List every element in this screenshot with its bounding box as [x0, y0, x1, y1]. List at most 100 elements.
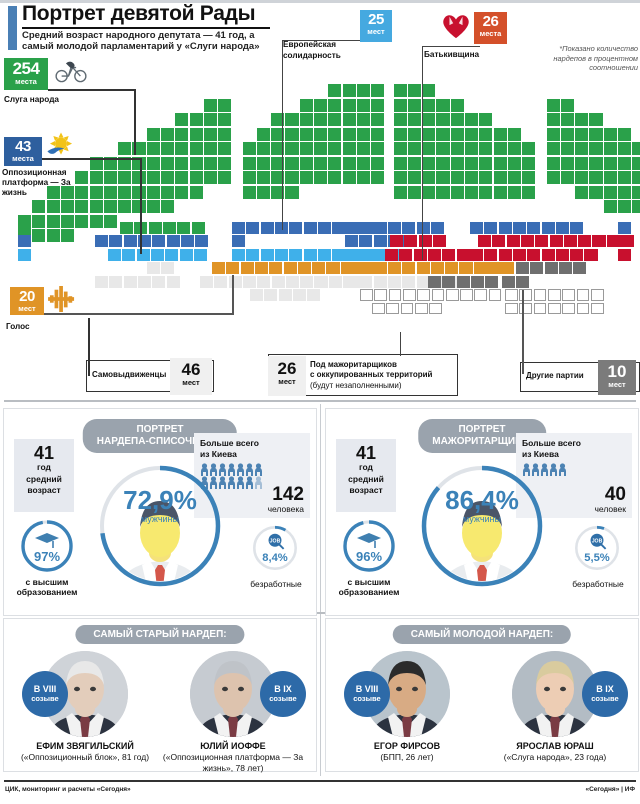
seat-cell	[488, 289, 502, 301]
seat-cell	[285, 275, 299, 288]
section-divider-mid2	[4, 612, 636, 614]
seat-cell	[299, 142, 313, 156]
callout-unit: мест	[608, 380, 626, 389]
seat-cell	[332, 221, 346, 234]
ring-chart: JOB 8,4%	[252, 525, 298, 571]
seat-cell	[75, 200, 89, 214]
person-icon	[210, 463, 217, 476]
seat-cell	[436, 127, 450, 141]
seat-cell	[618, 142, 632, 156]
seat-cell	[450, 171, 464, 185]
seat-cell	[152, 235, 166, 248]
seat-cell	[179, 248, 193, 261]
average-age-box: 41 год средний возраст	[14, 439, 74, 512]
seat-cell	[132, 142, 146, 156]
age-value: 41	[355, 443, 377, 463]
seat-cell	[393, 113, 407, 127]
seat-cell	[484, 248, 498, 261]
seat-cell	[562, 289, 575, 301]
seat-cell	[450, 185, 464, 199]
seat-cell	[507, 142, 522, 156]
seat-cell	[632, 200, 640, 214]
seat-cell	[436, 113, 450, 127]
seat-cell	[109, 235, 123, 248]
seat-cell	[108, 248, 122, 261]
person-icon	[201, 463, 208, 476]
seat-cell	[632, 185, 640, 199]
portrait-panel-spysochnyk: ПОРТРЕТ НАРДЕПА-СПИСОЧНИКА: 41 год средний во…	[3, 408, 317, 616]
seat-cell	[399, 248, 413, 261]
job-search-icon: JOB	[590, 533, 607, 550]
seat-cell	[132, 156, 146, 170]
seat-cell	[136, 248, 150, 261]
seat-cell	[479, 156, 493, 170]
seat-cell	[218, 98, 232, 112]
seat-cell	[385, 248, 399, 261]
seat-cell	[371, 113, 385, 127]
connector-sluga-h	[48, 89, 136, 91]
seat-cell	[459, 262, 473, 275]
seat-cell	[632, 156, 640, 170]
seat-cell	[546, 127, 560, 141]
portrait-photo	[512, 651, 598, 737]
seat-cell	[576, 302, 590, 315]
party-label-es: Европейская солидарность	[283, 40, 341, 60]
seat-cell	[507, 156, 522, 170]
connector-mazh-v	[400, 332, 402, 356]
seat-cell	[132, 171, 146, 185]
seat-cell	[492, 235, 506, 248]
seat-cell	[407, 185, 421, 199]
seat-cell	[407, 98, 421, 112]
seat-cell	[589, 156, 603, 170]
nardep-name: ЕФИМ ЗВЯГИЛЬСКИЙ	[36, 741, 134, 751]
seat-cell	[89, 185, 103, 199]
seat-cell	[603, 200, 617, 214]
seat-cell	[314, 98, 328, 112]
seat-cell	[191, 221, 205, 234]
seat-cell	[123, 235, 137, 248]
seat-cell	[218, 113, 232, 127]
seat-cell	[428, 275, 442, 288]
seat-cell	[450, 127, 464, 141]
seat-cell	[60, 185, 75, 199]
seat-cell	[32, 214, 46, 228]
nardep-panel-title: САМЫЙ МОЛОДОЙ НАРДЕП:	[392, 625, 572, 644]
ring-chart	[421, 465, 543, 587]
seat-cell	[590, 289, 604, 301]
seat-cell	[502, 275, 516, 288]
kyiv-count: 142 человека	[268, 485, 304, 514]
seat-cell	[393, 127, 407, 141]
nardep-name: ЕГОР ФИРСОВ	[373, 741, 441, 751]
convocation-badge: В IX созыве	[260, 671, 306, 717]
seat-cell	[189, 142, 203, 156]
seat-cell	[256, 156, 270, 170]
seat-cell	[120, 221, 134, 234]
kyiv-count-unit: человек	[594, 504, 626, 514]
seat-cell	[436, 171, 450, 185]
seat-cell	[436, 142, 450, 156]
seat-cell	[407, 84, 421, 98]
seat-cell	[95, 235, 109, 248]
seat-cell	[485, 275, 499, 288]
seat-cell	[393, 84, 407, 98]
person-icon	[210, 476, 217, 489]
seat-cell	[162, 221, 177, 234]
seat-cell	[359, 275, 373, 288]
seat-cell	[479, 113, 493, 127]
seat-cell	[407, 113, 421, 127]
seat-cell	[292, 289, 307, 302]
job-search-icon: JOB	[268, 533, 285, 550]
seat-cell	[193, 248, 207, 261]
seat-cell	[603, 127, 617, 141]
callout-unit: мест	[278, 377, 296, 386]
seat-cell	[299, 127, 313, 141]
seat-cell	[356, 98, 371, 112]
age-desc: средний возраст	[26, 474, 62, 495]
person-icon-row	[200, 463, 270, 489]
seat-cell	[430, 221, 444, 234]
person-icon	[541, 463, 548, 476]
seat-cell	[373, 262, 387, 275]
seat-cell	[589, 171, 603, 185]
seat-cell	[592, 235, 606, 248]
callout-value: 46	[181, 360, 201, 379]
